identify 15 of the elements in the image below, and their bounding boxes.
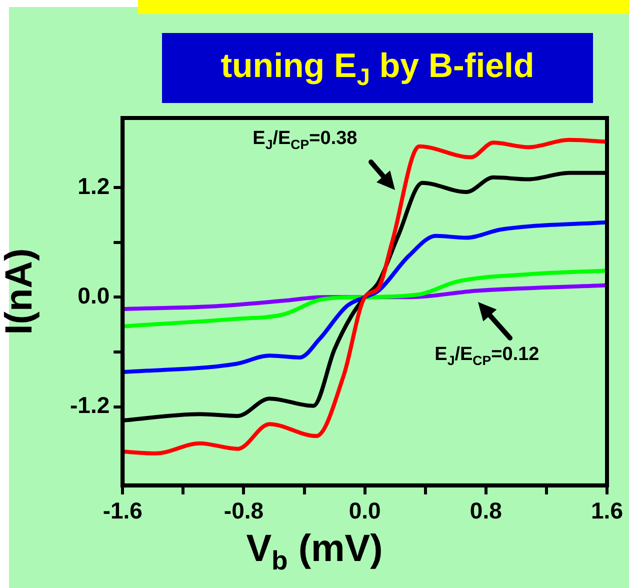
line-series <box>122 220 607 374</box>
chart-title: tuning E$_{J}$ by B-field <box>162 33 593 103</box>
annotation: E$_{J}$/E$_{CP}$=0.38 <box>252 128 358 152</box>
annotation: E$_{J}$/E$_{CP}$=0.12 <box>434 344 540 368</box>
y-tick-label: 0.0 <box>78 282 110 308</box>
y-tick-label: -1.2 <box>70 392 110 418</box>
x-tick-label: -1.6 <box>102 498 142 524</box>
x-axis-title: V$_{b}$ (mV) <box>245 528 384 577</box>
x-tick-label: 0.8 <box>470 498 502 524</box>
x-tick-label: -0.8 <box>224 498 264 524</box>
line-series <box>122 268 607 328</box>
x-tick-label: 1.6 <box>591 498 623 524</box>
y-axis-title: I(nA) <box>0 247 42 337</box>
x-tick-label: 0.0 <box>348 498 381 524</box>
y-tick-label: 1.2 <box>78 172 110 199</box>
